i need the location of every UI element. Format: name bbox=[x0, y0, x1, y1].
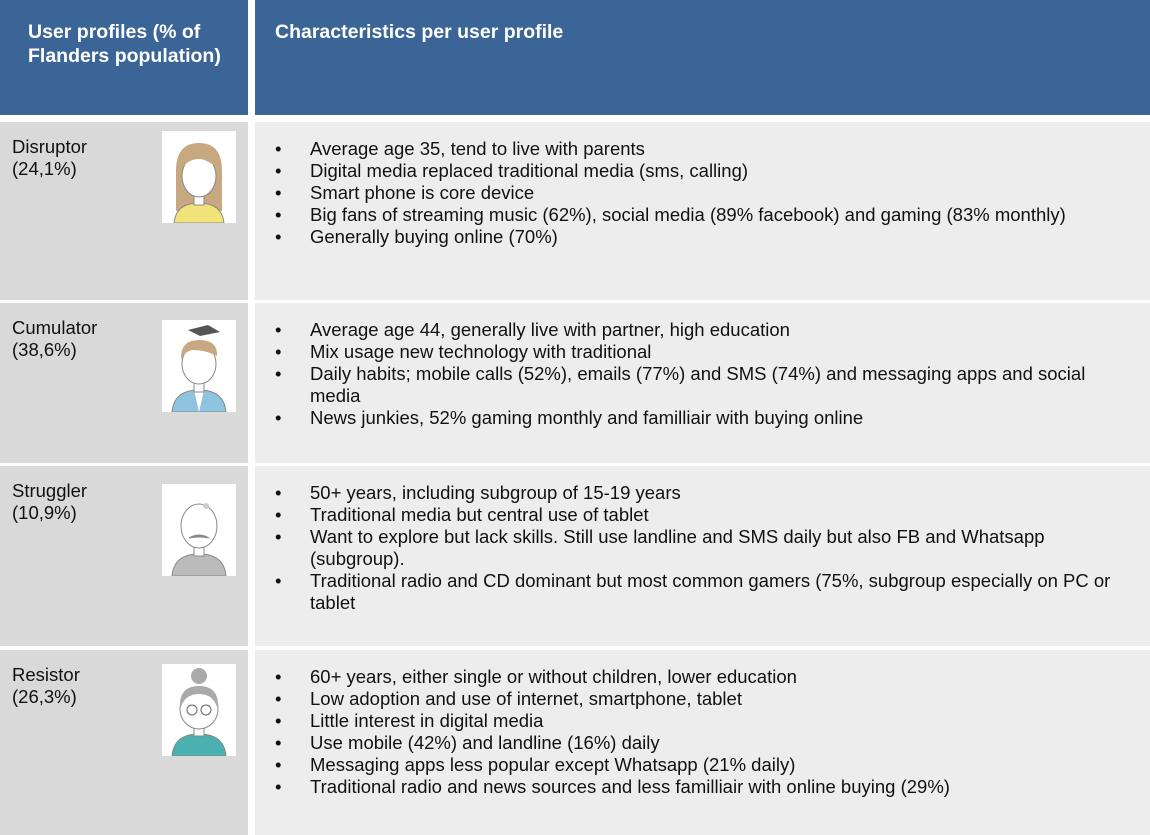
bullet-item: News junkies, 52% gaming monthly and fam… bbox=[255, 407, 1140, 429]
profile-name: Struggler bbox=[12, 480, 88, 501]
bullet-item: Average age 35, tend to live with parent… bbox=[255, 138, 1140, 160]
bullet-item: Traditional media but central use of tab… bbox=[255, 504, 1140, 526]
avatar-icon bbox=[162, 131, 236, 223]
characteristics-cell: Average age 35, tend to live with parent… bbox=[255, 122, 1150, 300]
bullet-item: 60+ years, either single or without chil… bbox=[255, 666, 1140, 688]
profile-share: (38,6%) bbox=[12, 339, 77, 360]
bullet-item: Smart phone is core device bbox=[255, 182, 1140, 204]
bullet-item: Traditional radio and news sources and l… bbox=[255, 776, 1140, 798]
profile-share: (26,3%) bbox=[12, 686, 77, 707]
profile-name: Disruptor bbox=[12, 136, 88, 157]
bullet-item: Daily habits; mobile calls (52%), emails… bbox=[255, 363, 1140, 407]
bullet-item: Little interest in digital media bbox=[255, 710, 1140, 732]
bullet-item: Big fans of streaming music (62%), socia… bbox=[255, 204, 1140, 226]
profile-share: (10,9%) bbox=[12, 502, 77, 523]
bullet-item: 50+ years, including subgroup of 15-19 y… bbox=[255, 482, 1140, 504]
avatar-icon bbox=[162, 484, 236, 576]
characteristics-cell: Average age 44, generally live with part… bbox=[255, 303, 1150, 463]
bullet-item: Average age 44, generally live with part… bbox=[255, 319, 1140, 341]
bullet-item: Low adoption and use of internet, smartp… bbox=[255, 688, 1140, 710]
characteristics-cell: 60+ years, either single or without chil… bbox=[255, 650, 1150, 835]
header-cell: Characteristics per user profile bbox=[255, 0, 1150, 115]
profile-name: Cumulator bbox=[12, 317, 98, 338]
bullet-item: Digital media replaced traditional media… bbox=[255, 160, 1140, 182]
bullet-item: Mix usage new technology with traditiona… bbox=[255, 341, 1140, 363]
bullet-item: Want to explore but lack skills. Still u… bbox=[255, 526, 1140, 570]
characteristics-cell: 50+ years, including subgroup of 15-19 y… bbox=[255, 466, 1150, 646]
bullet-item: Traditional radio and CD dominant but mo… bbox=[255, 570, 1140, 614]
avatar-icon bbox=[162, 664, 236, 756]
profile-share: (24,1%) bbox=[12, 158, 77, 179]
avatar-icon bbox=[162, 320, 236, 412]
profile-name: Resistor bbox=[12, 664, 80, 685]
bullet-item: Use mobile (42%) and landline (16%) dail… bbox=[255, 732, 1140, 754]
header-cell: User profiles (% of Flanders population) bbox=[0, 0, 248, 115]
bullet-item: Generally buying online (70%) bbox=[255, 226, 1140, 248]
bullet-item: Messaging apps less popular except Whats… bbox=[255, 754, 1140, 776]
